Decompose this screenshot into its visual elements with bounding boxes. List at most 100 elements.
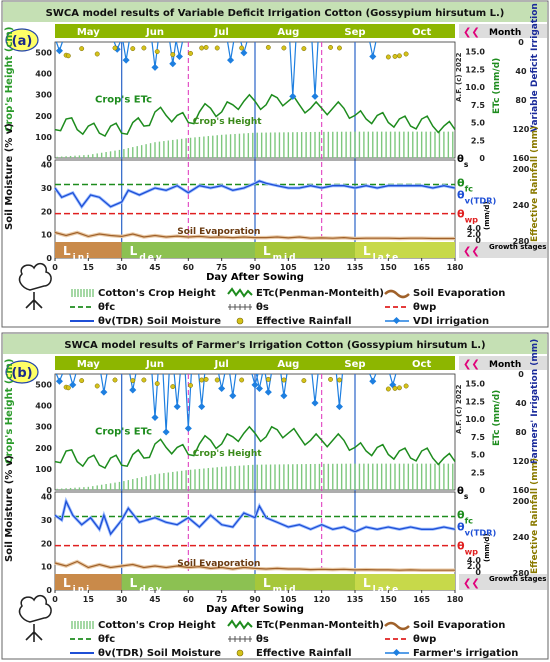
stage-label: Ldev: [130, 576, 164, 595]
legend-rain-swatch: [236, 649, 244, 657]
legend-label: θfc: [98, 302, 115, 313]
rainfall-dot: [396, 53, 402, 59]
month-label: Jun: [145, 359, 164, 370]
irrigation-tick: 0: [518, 38, 524, 47]
rainfall-dot: [336, 377, 342, 383]
rainfall-dot: [328, 376, 334, 382]
irrigation-tick: 120: [513, 457, 530, 466]
rainfall-dot: [141, 377, 147, 383]
rainfall-dot: [188, 50, 194, 56]
stage-label-box: [459, 574, 547, 590]
rainfall-dot: [112, 377, 118, 383]
cotton-stem-shape: [25, 624, 43, 642]
etc-tick: 0: [479, 486, 485, 495]
soil-tick: 20: [41, 539, 53, 548]
stage-label: Llate: [363, 576, 400, 595]
month-label: May: [77, 359, 100, 370]
rainfall-dot: [281, 377, 287, 383]
theta-fc-label: θfc: [457, 509, 473, 526]
irrigation-marker: [162, 428, 170, 436]
month-arrow-icon: ❮❮: [463, 27, 480, 38]
soil-evap-line: [54, 560, 455, 571]
irrigation-marker: [227, 56, 235, 64]
rainfall-tick: 240: [513, 201, 530, 210]
panel-title: SWCA model results of Variable Deficit I…: [46, 8, 505, 19]
cotton-boll-shape: [18, 594, 52, 623]
irrigation-marker: [229, 392, 237, 400]
theta-v-line: [54, 180, 456, 208]
height-tick: 500: [35, 381, 52, 390]
x-tick: 60: [183, 263, 195, 272]
x-tick: 135: [347, 595, 364, 604]
x-tick: 60: [183, 595, 195, 604]
height-tick: 500: [35, 49, 52, 58]
x-tick: 90: [249, 263, 261, 272]
irrigation-marker: [69, 381, 77, 389]
theta-fc-label: θfc: [457, 177, 473, 194]
legend-label: Soil Evaporation: [413, 620, 505, 631]
soil-tick: 10: [41, 563, 53, 572]
etc-tick: 10.0: [465, 83, 485, 92]
soil-tick: 40: [41, 161, 53, 170]
stage-band: [55, 574, 122, 590]
panel-tag-bg: [5, 28, 39, 52]
irrigation-marker: [255, 384, 263, 393]
rainfall-dot: [403, 383, 409, 389]
irrigation-marker: [280, 392, 288, 400]
rainfall-tick: 240: [513, 533, 530, 542]
etc-tick: 2.5: [471, 468, 486, 477]
evap-tick: 0: [475, 568, 481, 577]
etc-tick: 12.5: [465, 65, 485, 74]
legend-label: θwp: [413, 634, 436, 645]
rainfall-dot: [301, 378, 307, 384]
month-label: Jul: [214, 359, 229, 370]
legend-label: ETc(Penman-Monteith): [256, 620, 384, 631]
rainfall-dot: [239, 377, 245, 383]
panel-tag: (b): [11, 366, 32, 381]
month-label: Aug: [277, 27, 299, 38]
irrigation-marker: [184, 424, 192, 432]
rainfall-axis-label: Effective Rainfall (mm): [530, 458, 540, 574]
rainfall-dot: [301, 46, 307, 52]
legend-label: VDI irrigation: [413, 316, 489, 327]
rainfall-tick: 200: [513, 497, 530, 506]
height-annotation: Crop's Height: [193, 117, 262, 127]
month-bar: [55, 356, 455, 370]
x-tick: 0: [52, 595, 58, 604]
rainfall-dot: [203, 44, 209, 50]
title-band: [3, 334, 547, 354]
legend-label: θv(TDR) Soil Moisture: [98, 648, 221, 659]
panel-a: SWCA model results of Variable Deficit I…: [1, 0, 549, 328]
x-tick: 180: [447, 263, 464, 272]
theta-s-label: θs: [457, 486, 469, 501]
rainfall-dot: [94, 383, 100, 389]
legend-evap-swatch: [384, 289, 410, 299]
rainfall-dot: [141, 45, 147, 51]
x-axis-label: Day After Sowing: [206, 272, 304, 283]
etc-axis-label: ETc (mm/d): [492, 58, 502, 114]
etc-tick: 15.0: [465, 380, 485, 389]
legend-rain-swatch: [236, 317, 244, 325]
evap-tick: 4.0: [467, 556, 482, 565]
height-axis-label: Crop's Height (cm): [4, 27, 15, 132]
x-tick: 45: [149, 595, 161, 604]
etc-tick: 5.0: [471, 451, 486, 460]
soil-evap-annotation: Soil Evaporation: [177, 559, 260, 569]
soil-tick: 0: [46, 586, 52, 595]
rainfall-dot: [336, 45, 342, 51]
rainfall-dot: [65, 53, 71, 59]
irrigation-axis-label: Farmers' Irrigation (mm): [530, 339, 540, 464]
soil-evap-line: [54, 231, 455, 240]
rainfall-dot: [154, 49, 160, 55]
irrigation-marker: [151, 63, 159, 71]
etc-annotation: Crop's ETc: [95, 95, 152, 106]
rainfall-dot: [214, 377, 220, 383]
cotton-boll-shape: [18, 262, 52, 291]
etc-tick: 2.5: [471, 136, 486, 145]
etc-line: [54, 425, 456, 469]
stage-band: [355, 242, 455, 258]
rainfall-dot: [154, 381, 160, 387]
irrigation-tick: 80: [515, 96, 527, 105]
height-annotation: Crop's Height: [193, 449, 262, 459]
x-tick: 120: [313, 595, 330, 604]
